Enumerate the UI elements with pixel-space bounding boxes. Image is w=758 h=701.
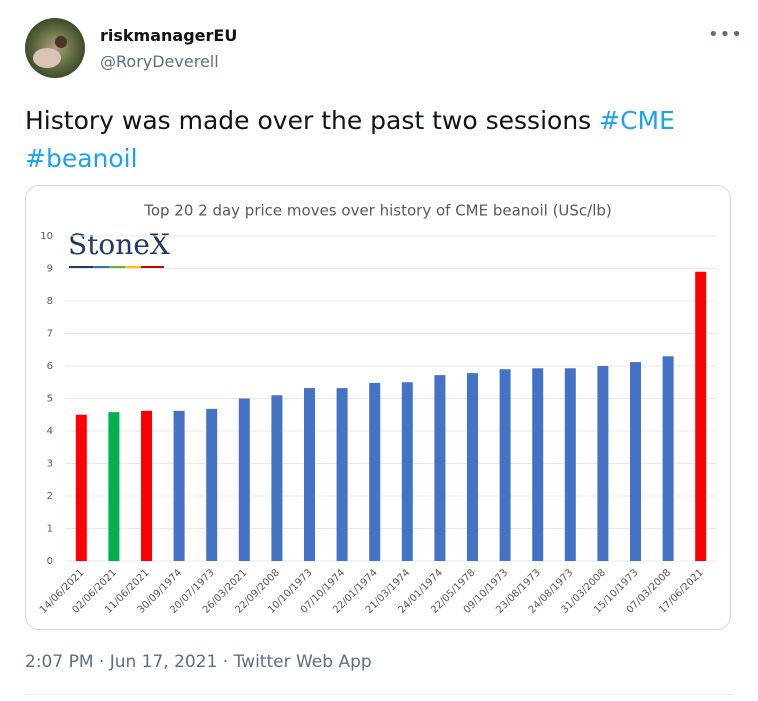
bar <box>369 382 381 561</box>
bar <box>434 375 446 561</box>
media-card[interactable]: Top 20 2 day price moves over history of… <box>25 185 731 630</box>
user-name[interactable]: riskmanagerEU <box>100 26 238 45</box>
y-tick-label: 2 <box>47 491 53 502</box>
bar <box>238 398 250 561</box>
logo-stripe <box>69 266 164 269</box>
bar <box>304 388 315 561</box>
bar <box>206 408 218 561</box>
y-tick-label: 0 <box>47 556 53 567</box>
bar <box>597 366 609 561</box>
divider <box>25 694 733 695</box>
bar <box>662 356 674 561</box>
y-tick-label: 1 <box>47 524 53 535</box>
bar <box>695 271 707 561</box>
bar <box>499 369 511 561</box>
y-tick-label: 6 <box>47 361 53 372</box>
bar <box>467 373 478 561</box>
bar <box>271 395 283 561</box>
bar <box>141 410 152 561</box>
chart: Top 20 2 day price moves over history of… <box>38 202 717 616</box>
bar <box>336 388 348 561</box>
more-button[interactable]: ••• <box>708 24 743 45</box>
hashtag[interactable]: #CME <box>599 106 675 135</box>
y-tick-label: 5 <box>47 394 53 405</box>
y-tick-label: 4 <box>47 426 53 437</box>
bar <box>173 410 185 561</box>
y-tick-label: 9 <box>47 264 53 275</box>
y-tick-label: 10 <box>40 231 53 242</box>
bar <box>75 414 87 561</box>
y-tick-label: 3 <box>47 459 53 470</box>
user-handle[interactable]: @RoryDeverell <box>100 52 219 71</box>
avatar[interactable] <box>25 18 85 78</box>
bar <box>108 412 120 561</box>
bar <box>564 368 576 561</box>
bar <box>401 382 413 561</box>
tweet-text: History was made over the past two sessi… <box>25 102 725 178</box>
bar <box>630 362 641 561</box>
bar <box>532 368 544 561</box>
y-tick-label: 7 <box>47 329 53 340</box>
tweet-body: History was made over the past two sessi… <box>25 106 592 135</box>
hashtag[interactable]: #beanoil <box>25 144 138 173</box>
chart-title: Top 20 2 day price moves over history of… <box>143 202 612 220</box>
y-tick-label: 8 <box>47 296 53 307</box>
timestamp[interactable]: 2:07 PM · Jun 17, 2021 · Twitter Web App <box>25 652 372 672</box>
logo: StoneX <box>68 228 170 261</box>
